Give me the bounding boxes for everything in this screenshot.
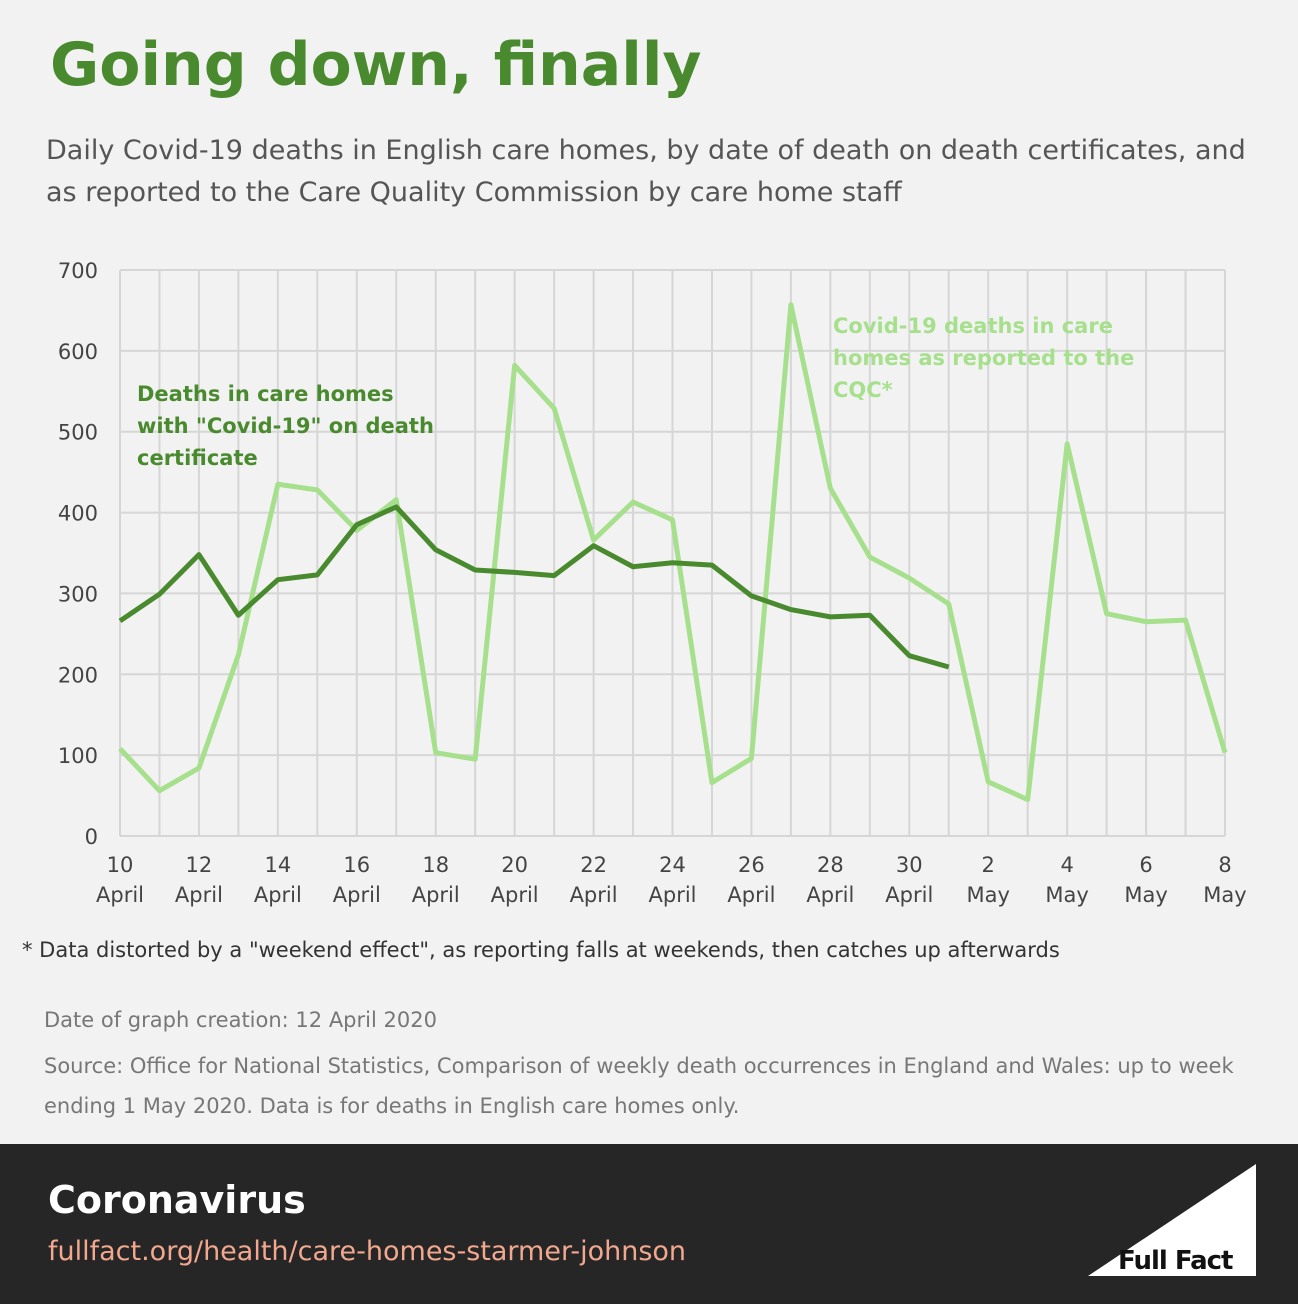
x-tick-label: 8 May: [1203, 853, 1246, 907]
y-tick-label: 300: [58, 582, 98, 606]
x-tick-label: 28 April: [806, 853, 854, 907]
x-tick-label: 30 April: [885, 853, 933, 907]
y-tick-label: 600: [58, 340, 98, 364]
y-tick-label: 700: [58, 259, 98, 283]
series-line: [118, 504, 950, 670]
logo-triangle: [1088, 1164, 1256, 1276]
logo-text: Full Fact: [1118, 1246, 1233, 1276]
y-tick-label: 400: [58, 502, 98, 526]
x-tick-label: 10 April: [96, 853, 144, 907]
x-tick-label: 24 April: [649, 853, 697, 907]
footer: Coronavirus fullfact.org/health/care-hom…: [0, 1144, 1298, 1304]
footer-title: Coronavirus: [48, 1178, 306, 1222]
subtitle: Daily Covid-19 deaths in English care ho…: [46, 135, 1246, 208]
x-tick-label: 18 April: [412, 853, 460, 907]
logo: [1088, 1164, 1256, 1276]
y-tick-label: 0: [85, 825, 98, 849]
source: Source: Office for National Statistics, …: [44, 1054, 1234, 1118]
x-tick-label: 14 April: [254, 853, 302, 907]
chart: 0 100 200 300 400 500 600 700 10 April 12 April 14 Ap…: [58, 259, 1247, 907]
y-tick-label: 100: [58, 744, 98, 768]
title: Going down, finally: [50, 30, 702, 100]
x-tick-label: 20 April: [491, 853, 539, 907]
footnote: * Data distorted by a "weekend effect", …: [22, 938, 1060, 962]
x-tick-label: 6 May: [1124, 853, 1167, 907]
series-line: [118, 302, 1228, 803]
y-tick-label: 500: [58, 421, 98, 445]
x-tick-label: 4 May: [1045, 853, 1088, 907]
y-tick-label: 200: [58, 663, 98, 687]
x-tick-label: 12 April: [175, 853, 223, 907]
creation-date: Date of graph creation: 12 April 2020: [44, 1008, 437, 1032]
x-tick-label: 26 April: [727, 853, 775, 907]
x-tick-label: 16 April: [333, 853, 381, 907]
footer-url: fullfact.org/health/care-homes-starmer-j…: [48, 1236, 687, 1267]
series-label: Covid-19 deaths in care homes as reporte…: [833, 314, 1135, 402]
x-tick-label: 2 May: [967, 853, 1010, 907]
series-label: Deaths in care homes with "Covid-19" on …: [137, 382, 434, 470]
x-tick-label: 22 April: [570, 853, 618, 907]
